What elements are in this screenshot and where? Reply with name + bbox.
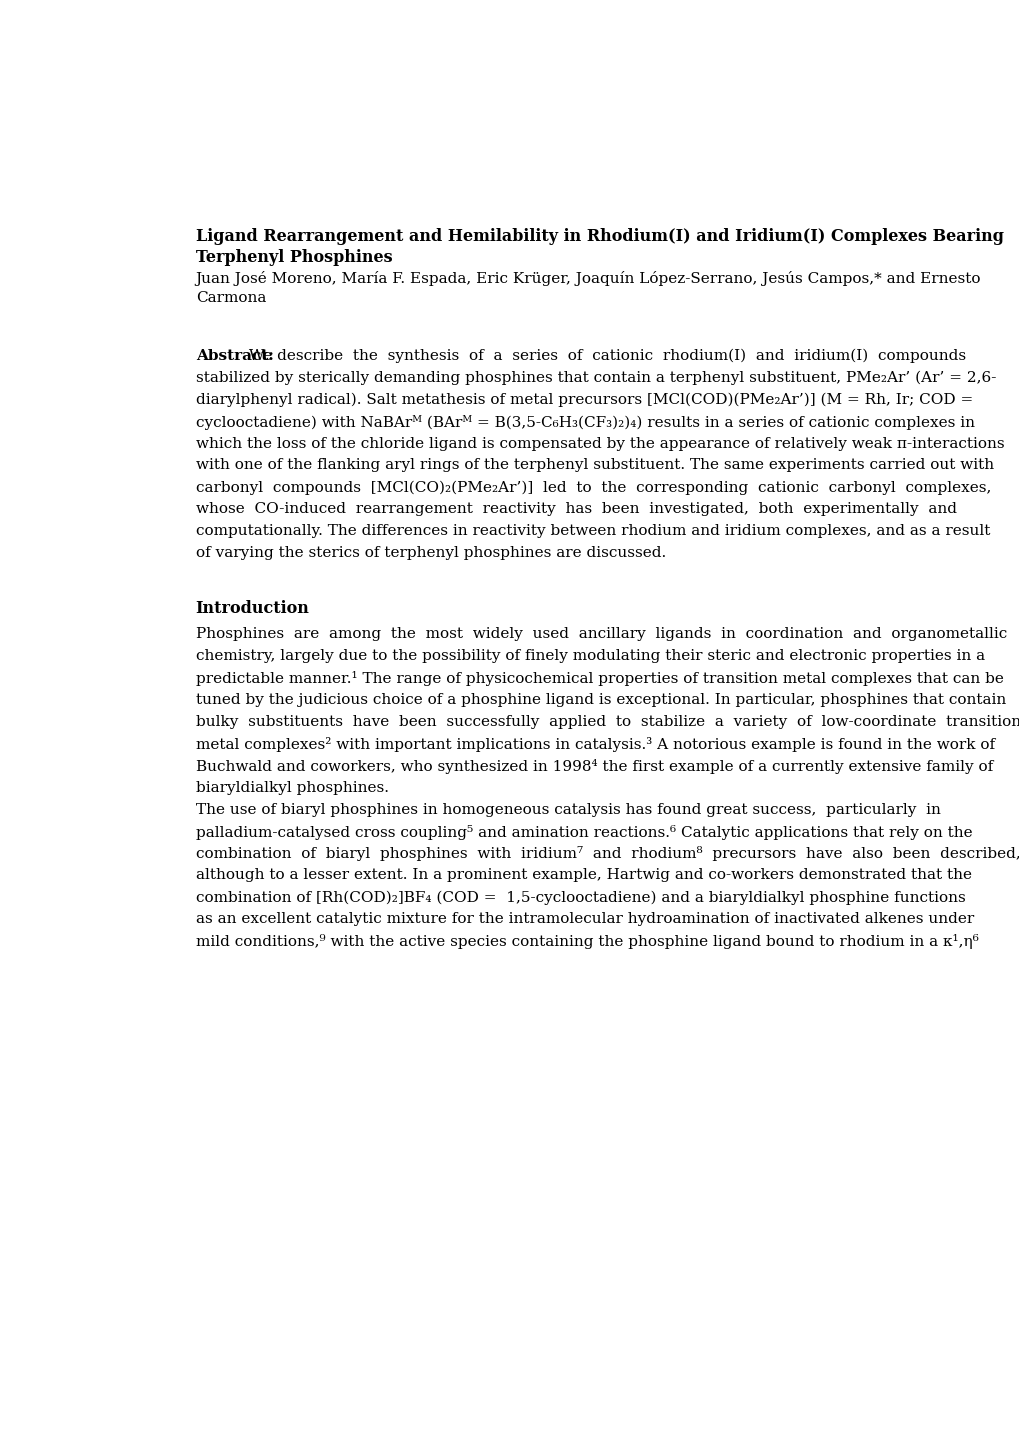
Text: Introduction: Introduction: [196, 600, 310, 617]
Text: tuned by the judicious choice of a phosphine ligand is exceptional. In particula: tuned by the judicious choice of a phosp…: [196, 692, 1005, 707]
Text: Juan José Moreno, María F. Espada, Eric Krüger, Joaquín López-Serrano, Jesús Cam: Juan José Moreno, María F. Espada, Eric …: [196, 271, 980, 287]
Text: which the loss of the chloride ligand is compensated by the appearance of relati: which the loss of the chloride ligand is…: [196, 437, 1004, 450]
Text: Phosphines  are  among  the  most  widely  used  ancillary  ligands  in  coordin: Phosphines are among the most widely use…: [196, 627, 1006, 642]
Text: of varying the sterics of terphenyl phosphines are discussed.: of varying the sterics of terphenyl phos…: [196, 547, 665, 561]
Text: combination of [Rh(COD)₂]BF₄ (COD =  1,5-cyclooctadiene) and a biaryldialkyl pho: combination of [Rh(COD)₂]BF₄ (COD = 1,5-…: [196, 890, 965, 904]
Text: combination  of  biaryl  phosphines  with  iridium⁷  and  rhodium⁸  precursors  : combination of biaryl phosphines with ir…: [196, 846, 1019, 861]
Text: with one of the flanking aryl rings of the terphenyl substituent. The same exper: with one of the flanking aryl rings of t…: [196, 459, 993, 473]
Text: although to a lesser extent. In a prominent example, Hartwig and co-workers demo: although to a lesser extent. In a promin…: [196, 868, 971, 883]
Text: mild conditions,⁹ with the active species containing the phosphine ligand bound : mild conditions,⁹ with the active specie…: [196, 934, 977, 949]
Text: computationally. The differences in reactivity between rhodium and iridium compl: computationally. The differences in reac…: [196, 525, 989, 538]
Text: chemistry, largely due to the possibility of finely modulating their steric and : chemistry, largely due to the possibilit…: [196, 649, 984, 663]
Text: Ligand Rearrangement and Hemilability in Rhodium(I) and Iridium(I) Complexes Bea: Ligand Rearrangement and Hemilability in…: [196, 228, 1003, 245]
Text: bulky  substituents  have  been  successfully  applied  to  stabilize  a  variet: bulky substituents have been successfull…: [196, 715, 1019, 728]
Text: Abstract:: Abstract:: [196, 349, 273, 363]
Text: biaryldialkyl phosphines.: biaryldialkyl phosphines.: [196, 780, 388, 795]
Text: diarylphenyl radical). Salt metathesis of metal precursors [MCl(COD)(PMe₂Ar’)] (: diarylphenyl radical). Salt metathesis o…: [196, 392, 972, 407]
Text: The use of biaryl phosphines in homogeneous catalysis has found great success,  : The use of biaryl phosphines in homogene…: [196, 803, 940, 816]
Text: Buchwald and coworkers, who synthesized in 1998⁴ the first example of a currentl: Buchwald and coworkers, who synthesized …: [196, 758, 991, 774]
Text: We describe  the  synthesis  of  a  series  of  cationic  rhodium(I)  and  iridi: We describe the synthesis of a series of…: [244, 349, 965, 363]
Text: predictable manner.¹ The range of physicochemical properties of transition metal: predictable manner.¹ The range of physic…: [196, 671, 1003, 686]
Text: metal complexes² with important implications in catalysis.³ A notorious example : metal complexes² with important implicat…: [196, 737, 994, 751]
Text: palladium-catalysed cross coupling⁵ and amination reactions.⁶ Catalytic applicat: palladium-catalysed cross coupling⁵ and …: [196, 825, 971, 839]
Text: Carmona: Carmona: [196, 291, 266, 304]
Text: carbonyl  compounds  [MCl(CO)₂(PMe₂Ar’)]  led  to  the  corresponding  cationic : carbonyl compounds [MCl(CO)₂(PMe₂Ar’)] l…: [196, 480, 990, 495]
Text: stabilized by sterically demanding phosphines that contain a terphenyl substitue: stabilized by sterically demanding phosp…: [196, 371, 996, 385]
Text: as an excellent catalytic mixture for the intramolecular hydroamination of inact: as an excellent catalytic mixture for th…: [196, 913, 973, 926]
Text: whose  CO-induced  rearrangement  reactivity  has  been  investigated,  both  ex: whose CO-induced rearrangement reactivit…: [196, 502, 956, 516]
Text: Terphenyl Phosphines: Terphenyl Phosphines: [196, 248, 392, 265]
Text: cyclooctadiene) with NaBArᴹ (BArᴹ = B(3,5-C₆H₃(CF₃)₂)₄) results in a series of c: cyclooctadiene) with NaBArᴹ (BArᴹ = B(3,…: [196, 414, 974, 430]
